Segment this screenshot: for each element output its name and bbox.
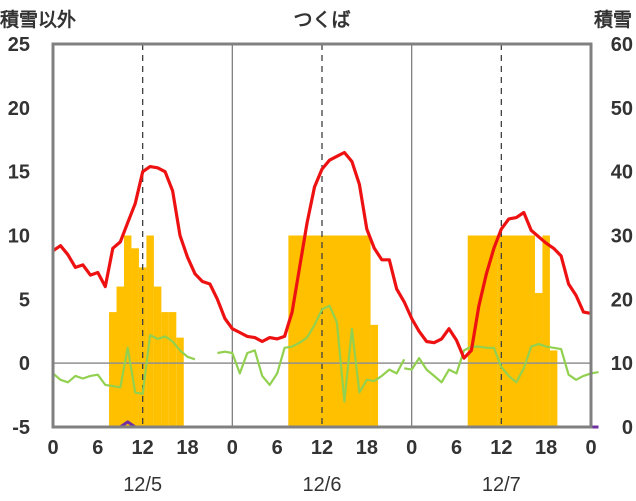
x-tick-label: 0 [227,437,238,459]
right-tick-label: 60 [611,34,633,56]
left-tick-label: 5 [19,289,30,311]
snow-bar [497,235,528,427]
x-tick-label: 0 [406,437,417,459]
snow-bar [123,235,132,427]
x-tick-label: 6 [272,437,283,459]
x-tick-label: 12 [490,437,512,459]
red-series-line [52,150,592,360]
snow-bar [116,286,124,427]
snow-bar [168,312,177,427]
x-tick-label: 12 [132,437,154,459]
x-tick-label: 6 [92,437,103,459]
right-axis-label: 積雪 [594,8,632,31]
snow-bar [176,337,184,427]
right-tick-label: 40 [611,162,633,184]
right-tick-label: 30 [611,226,633,248]
snow-bar [146,235,154,427]
snow-depth-bars [109,235,558,427]
grid-lines [53,44,591,427]
plot-border [51,42,593,429]
snow-bar [131,248,139,427]
right-tick-label: 20 [611,289,633,311]
x-tick-label: 18 [356,437,378,459]
left-tick-labels: 25 20 15 10 5 0 -5 [8,34,30,439]
x-tick-label: 0 [585,437,596,459]
plot-frame [51,42,593,429]
date-label: 12/7 [482,474,521,496]
left-tick-label: 15 [8,162,30,184]
left-tick-label: 25 [8,34,30,56]
snow-bar [527,235,535,427]
x-tick-label: 12 [311,437,333,459]
left-tick-label: 20 [8,98,30,120]
snow-bar [549,350,558,427]
x-tick-label: 0 [47,437,58,459]
snow-bar [109,312,117,427]
date-label: 12/5 [123,474,162,496]
snow-bar [138,267,147,427]
x-tick-labels: 0 6 12 18 0 6 12 18 0 6 12 18 0 [47,437,596,459]
snow-bar [153,286,162,427]
snow-bar [534,292,543,427]
left-axis-label: 積雪以外 [0,8,76,31]
snow-bar [370,324,379,427]
right-tick-label: 50 [611,98,633,120]
right-tick-label: 0 [622,417,633,439]
date-labels: 12/5 12/6 12/7 [123,474,521,496]
date-label: 12/6 [303,474,342,496]
x-tick-label: 18 [176,437,198,459]
snow-bar [467,235,498,427]
right-tick-label: 10 [611,353,633,375]
x-tick-label: 6 [451,437,462,459]
right-tick-labels: 60 50 40 30 20 10 0 [611,34,633,439]
green-series-line [217,304,406,403]
green-series-line [404,342,599,384]
green-series-line [52,334,196,395]
snow-bar [161,312,169,427]
left-tick-label: 10 [8,226,30,248]
snow-bar [542,235,550,427]
x-tick-label: 18 [535,437,557,459]
chart-title: つくば [293,9,350,31]
left-tick-label: 0 [19,353,30,375]
left-tick-label: -5 [12,417,30,439]
